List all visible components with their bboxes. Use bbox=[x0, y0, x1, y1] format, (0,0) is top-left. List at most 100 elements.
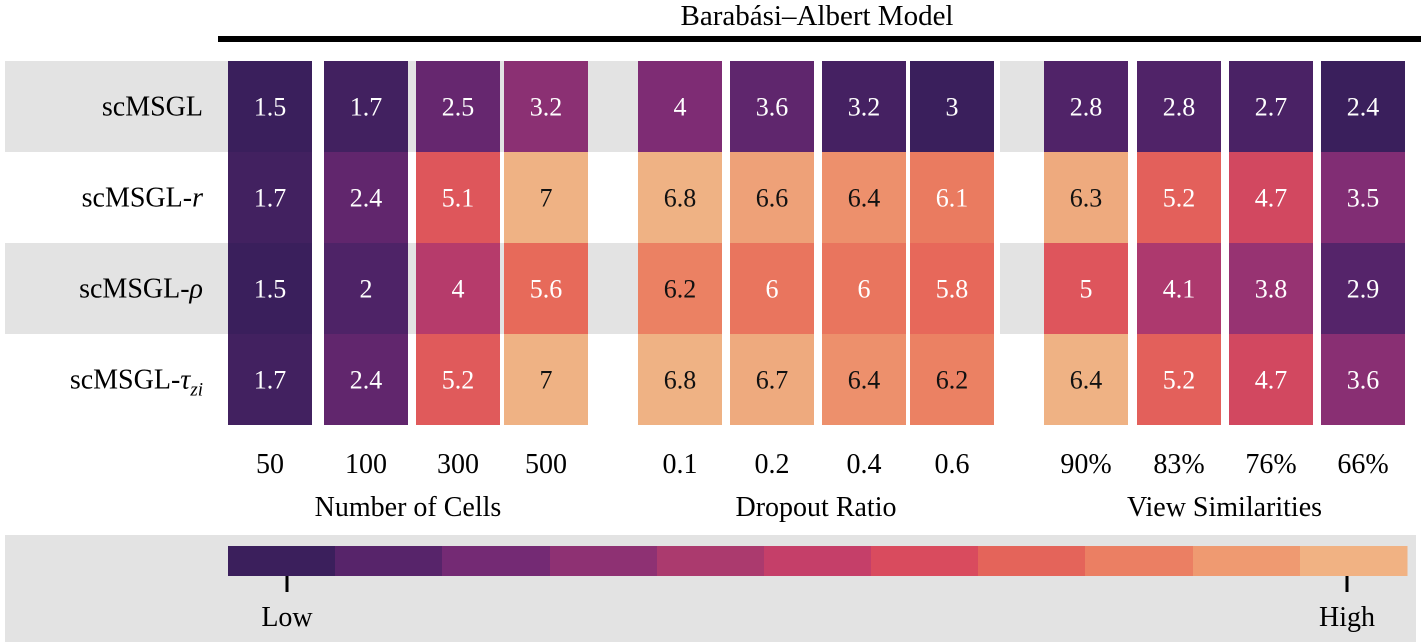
heatmap-cell bbox=[1044, 334, 1128, 425]
heatmap-cell bbox=[822, 61, 906, 152]
column-tick-label: 500 bbox=[525, 449, 567, 480]
cell-value-label: 6 bbox=[766, 275, 779, 304]
heatmap-cell bbox=[324, 334, 408, 425]
cell-value-label: 2.8 bbox=[1163, 93, 1196, 122]
heatmap-cell bbox=[1229, 61, 1313, 152]
cell-value-label: 6.4 bbox=[848, 184, 881, 213]
colorbar-segment bbox=[657, 546, 765, 576]
cell-value-label: 5.6 bbox=[530, 275, 563, 304]
heatmap-cell bbox=[730, 152, 814, 243]
heatmap-cell bbox=[228, 152, 312, 243]
colorbar-segment bbox=[550, 546, 658, 576]
heatmap-cell bbox=[910, 61, 994, 152]
cell-value-label: 6.7 bbox=[756, 366, 789, 395]
row-label: scMSGL bbox=[102, 92, 203, 123]
heatmap-cell bbox=[730, 243, 814, 334]
heatmap-cell bbox=[638, 243, 722, 334]
column-tick-label: 50 bbox=[256, 449, 284, 480]
cell-value-label: 6.1 bbox=[936, 184, 969, 213]
column-tick-label: 0.1 bbox=[663, 449, 698, 480]
cell-value-label: 4.1 bbox=[1163, 275, 1196, 304]
cell-value-label: 5.8 bbox=[936, 275, 969, 304]
column-tick-label: 0.4 bbox=[847, 449, 882, 480]
heatmap-cell bbox=[1044, 61, 1128, 152]
colorbar-segment bbox=[1085, 546, 1194, 576]
cell-value-label: 6.8 bbox=[664, 366, 697, 395]
cell-value-label: 3 bbox=[946, 93, 959, 122]
heatmap-cell bbox=[822, 152, 906, 243]
cell-value-label: 4.7 bbox=[1255, 184, 1288, 213]
cell-value-label: 2.7 bbox=[1255, 93, 1288, 122]
heatmap-cell bbox=[638, 152, 722, 243]
colorbar-segment bbox=[335, 546, 443, 576]
heatmap-cell bbox=[910, 334, 994, 425]
cell-value-label: 1.5 bbox=[254, 275, 287, 304]
heatmap-cell bbox=[1321, 243, 1405, 334]
colorbar bbox=[228, 546, 1408, 576]
heatmap-cell bbox=[910, 152, 994, 243]
colorbar-segment bbox=[442, 546, 551, 576]
heatmap-cell bbox=[324, 243, 408, 334]
cell-value-label: 2.4 bbox=[350, 184, 383, 213]
heatmap-cell bbox=[822, 334, 906, 425]
row-band bbox=[1000, 243, 1044, 334]
cell-value-label: 5.1 bbox=[442, 184, 475, 213]
cell-value-label: 6.8 bbox=[664, 184, 697, 213]
heatmap-cell bbox=[1137, 152, 1221, 243]
group-labels: Number of Cells Dropout Ratio View Similar… bbox=[315, 492, 1322, 523]
column-tick-label: 76% bbox=[1245, 449, 1296, 480]
cell-value-label: 3.8 bbox=[1255, 275, 1288, 304]
heatmap-cell bbox=[1321, 334, 1405, 425]
cell-value-label: 5.2 bbox=[1163, 366, 1196, 395]
heatmap-cell bbox=[504, 243, 588, 334]
cell-value-label: 5.2 bbox=[1163, 184, 1196, 213]
column-tick-label: 100 bbox=[345, 449, 387, 480]
cell-value-label: 2.9 bbox=[1347, 275, 1380, 304]
heatmap-cell bbox=[504, 152, 588, 243]
cell-value-label: 6.6 bbox=[756, 184, 789, 213]
heatmap-cell bbox=[228, 243, 312, 334]
cell-value-label: 4 bbox=[674, 93, 687, 122]
column-tick-label: 0.2 bbox=[755, 449, 790, 480]
group-axis-label: View Similarities bbox=[1127, 492, 1322, 523]
colorbar-segment bbox=[764, 546, 872, 576]
column-tick-label: 66% bbox=[1337, 449, 1388, 480]
colorbar-segment bbox=[228, 546, 336, 576]
cell-value-label: 2.4 bbox=[350, 366, 383, 395]
heatmap-cell bbox=[1044, 243, 1128, 334]
column-tick-label: 83% bbox=[1153, 449, 1204, 480]
heatmap-cell bbox=[228, 61, 312, 152]
heatmap-cell bbox=[822, 243, 906, 334]
cell-value-label: 7 bbox=[540, 366, 553, 395]
cell-value-label: 2.8 bbox=[1070, 93, 1103, 122]
colorbar-segment bbox=[1193, 546, 1301, 576]
cell-value-label: 6.4 bbox=[1070, 366, 1103, 395]
cell-value-label: 6.2 bbox=[664, 275, 697, 304]
heatmap-cell bbox=[324, 152, 408, 243]
heatmap-cell bbox=[1137, 334, 1221, 425]
heatmap-cell bbox=[1321, 61, 1405, 152]
cell-value-label: 3.6 bbox=[756, 93, 789, 122]
cell-value-label: 7 bbox=[540, 184, 553, 213]
row-label: scMSGL-ρ bbox=[79, 274, 203, 305]
cell-value-label: 4.7 bbox=[1255, 366, 1288, 395]
heatmap-cell bbox=[228, 334, 312, 425]
column-tick-label: 90% bbox=[1060, 449, 1111, 480]
row-label: scMSGL-τzi bbox=[70, 365, 203, 401]
cell-value-label: 1.5 bbox=[254, 93, 287, 122]
cell-value-label: 6 bbox=[858, 275, 871, 304]
chart-title: Barabási–Albert Model bbox=[680, 0, 953, 32]
column-labels: 50 100 300 500 0.1 0.2 0.4 0.6 90% 83% 76% 66% bbox=[256, 449, 1389, 480]
heatmap-cell bbox=[416, 61, 500, 152]
heatmap-cell bbox=[324, 61, 408, 152]
heatmap-cell bbox=[730, 61, 814, 152]
column-tick-label: 300 bbox=[437, 449, 479, 480]
cell-value-label: 3.2 bbox=[530, 93, 563, 122]
colorbar-segment bbox=[978, 546, 1086, 576]
row-labels: scMSGL scMSGL-r scMSGL-ρ scMSGL-τzi bbox=[70, 92, 203, 401]
heatmap-cell bbox=[1044, 152, 1128, 243]
heatmap-cell bbox=[416, 334, 500, 425]
heatmap-cell bbox=[910, 243, 994, 334]
heatmap-cell bbox=[638, 61, 722, 152]
group-axis-label: Dropout Ratio bbox=[736, 492, 897, 523]
